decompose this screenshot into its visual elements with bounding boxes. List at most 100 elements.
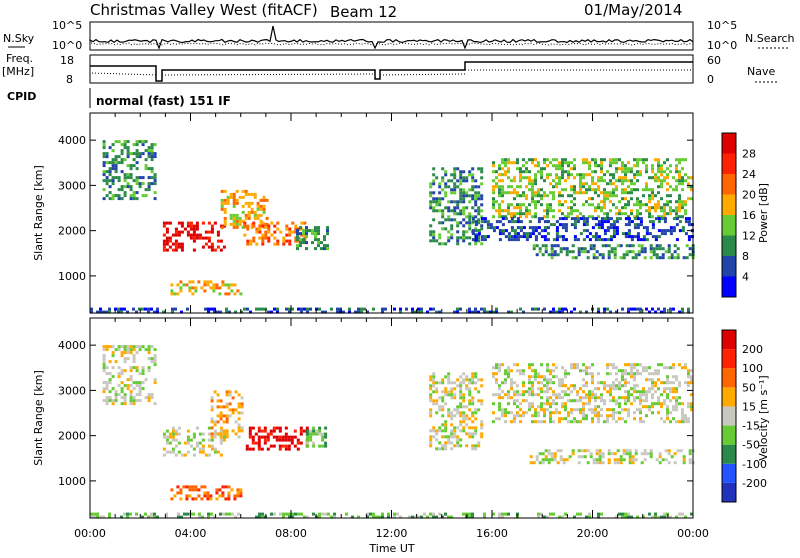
heatmap-cell bbox=[459, 173, 463, 177]
heatmap-cell bbox=[558, 191, 561, 195]
heatmap-cell bbox=[429, 191, 433, 195]
colorbar-tick-label: 200 bbox=[742, 343, 763, 356]
heatmap-cell bbox=[609, 217, 613, 221]
heatmap-cell bbox=[588, 215, 591, 219]
heatmap-cell bbox=[256, 213, 260, 217]
heatmap-cell bbox=[576, 209, 579, 213]
heatmap-cell bbox=[317, 244, 320, 248]
heatmap-cell bbox=[267, 239, 271, 243]
heatmap-cell bbox=[564, 238, 568, 242]
heatmap-cell bbox=[108, 173, 112, 177]
heatmap-cell bbox=[660, 182, 663, 186]
heatmap-cell bbox=[441, 414, 445, 418]
heatmap-cell bbox=[315, 432, 319, 436]
heatmap-cell bbox=[288, 310, 291, 314]
heatmap-cell bbox=[444, 170, 448, 174]
heatmap-cell bbox=[123, 173, 127, 177]
heatmap-cell bbox=[435, 402, 439, 406]
heatmap-cell bbox=[594, 393, 597, 397]
heatmap-cell bbox=[182, 485, 186, 489]
heatmap-cell bbox=[669, 164, 672, 168]
heatmap-cell bbox=[630, 307, 633, 311]
heatmap-cell bbox=[577, 449, 581, 453]
heatmap-cell bbox=[639, 170, 642, 174]
heatmap-cell bbox=[669, 229, 673, 233]
heatmap-cell bbox=[321, 310, 324, 314]
heatmap-cell bbox=[459, 221, 463, 225]
heatmap-cell bbox=[690, 405, 693, 409]
heatmap-cell bbox=[669, 200, 672, 204]
heatmap-cell bbox=[194, 286, 198, 290]
heatmap-cell bbox=[504, 414, 507, 418]
heatmap-cell bbox=[492, 191, 495, 195]
heatmap-cell bbox=[537, 220, 541, 224]
heatmap-cell bbox=[600, 512, 603, 516]
heatmap-cell bbox=[594, 414, 597, 418]
heatmap-cell bbox=[513, 191, 516, 195]
heatmap-cell bbox=[603, 191, 606, 195]
heatmap-cell bbox=[432, 307, 435, 311]
heatmap-cell bbox=[171, 307, 174, 311]
heatmap-cell bbox=[474, 203, 478, 207]
heatmap-cell bbox=[276, 310, 279, 314]
heatmap-cell bbox=[666, 387, 669, 391]
heatmap-cell bbox=[162, 453, 166, 457]
heatmap-cell bbox=[631, 455, 635, 459]
heatmap-cell bbox=[474, 387, 478, 391]
heatmap-cell bbox=[444, 191, 448, 195]
heatmap-cell bbox=[240, 429, 244, 433]
heatmap-cell bbox=[507, 366, 510, 370]
heatmap-cell bbox=[513, 390, 516, 394]
heatmap-cell bbox=[108, 515, 111, 519]
heatmap-cell bbox=[510, 411, 513, 415]
heatmap-cell bbox=[244, 213, 248, 217]
heatmap-cell bbox=[510, 235, 514, 239]
heatmap-cell bbox=[552, 191, 555, 195]
heatmap-cell bbox=[615, 206, 618, 210]
heatmap-cell bbox=[114, 360, 118, 364]
heatmap-cell bbox=[591, 215, 594, 219]
heatmap-cell bbox=[234, 420, 238, 424]
heatmap-cell bbox=[546, 408, 549, 412]
heatmap-cell bbox=[639, 417, 642, 421]
heatmap-cell bbox=[250, 225, 254, 229]
heatmap-cell bbox=[432, 381, 436, 385]
heatmap-cell bbox=[588, 372, 591, 376]
heatmap-cell bbox=[525, 197, 528, 201]
heatmap-cell bbox=[633, 217, 637, 221]
heatmap-cell bbox=[102, 161, 106, 165]
heatmap-cell bbox=[432, 218, 436, 222]
heatmap-cell bbox=[612, 381, 615, 385]
heatmap-cell bbox=[672, 417, 675, 421]
heatmap-cell bbox=[465, 405, 469, 409]
heatmap-cell bbox=[408, 515, 411, 519]
heatmap-cell bbox=[177, 512, 180, 516]
heatmap-cell bbox=[597, 381, 600, 385]
heatmap-cell bbox=[597, 215, 600, 219]
heatmap-cell bbox=[507, 235, 511, 239]
heatmap-cell bbox=[519, 206, 522, 210]
heatmap-cell bbox=[630, 369, 633, 373]
heatmap-cell bbox=[471, 435, 475, 439]
heatmap-cell bbox=[633, 363, 636, 367]
heatmap-cell bbox=[600, 226, 604, 230]
heatmap-cell bbox=[255, 230, 259, 234]
heatmap-cell bbox=[108, 179, 112, 183]
colorbar-tick-label: 16 bbox=[742, 209, 756, 222]
heatmap-cell bbox=[114, 348, 118, 352]
heatmap-cell bbox=[618, 396, 621, 400]
heatmap-cell bbox=[177, 221, 181, 225]
heatmap-cell bbox=[624, 232, 628, 236]
heatmap-cell bbox=[320, 241, 323, 245]
heatmap-cell bbox=[293, 444, 297, 448]
heatmap-cell bbox=[276, 227, 280, 231]
heatmap-cell bbox=[547, 449, 551, 453]
heatmap-cell bbox=[162, 248, 166, 252]
heatmap-cell bbox=[540, 176, 543, 180]
heatmap-cell bbox=[630, 197, 633, 201]
heatmap-cell bbox=[135, 384, 139, 388]
heatmap-cell bbox=[676, 256, 680, 260]
heatmap-cell bbox=[432, 435, 436, 439]
heatmap-cell bbox=[607, 461, 611, 465]
heatmap-cell bbox=[501, 215, 504, 219]
